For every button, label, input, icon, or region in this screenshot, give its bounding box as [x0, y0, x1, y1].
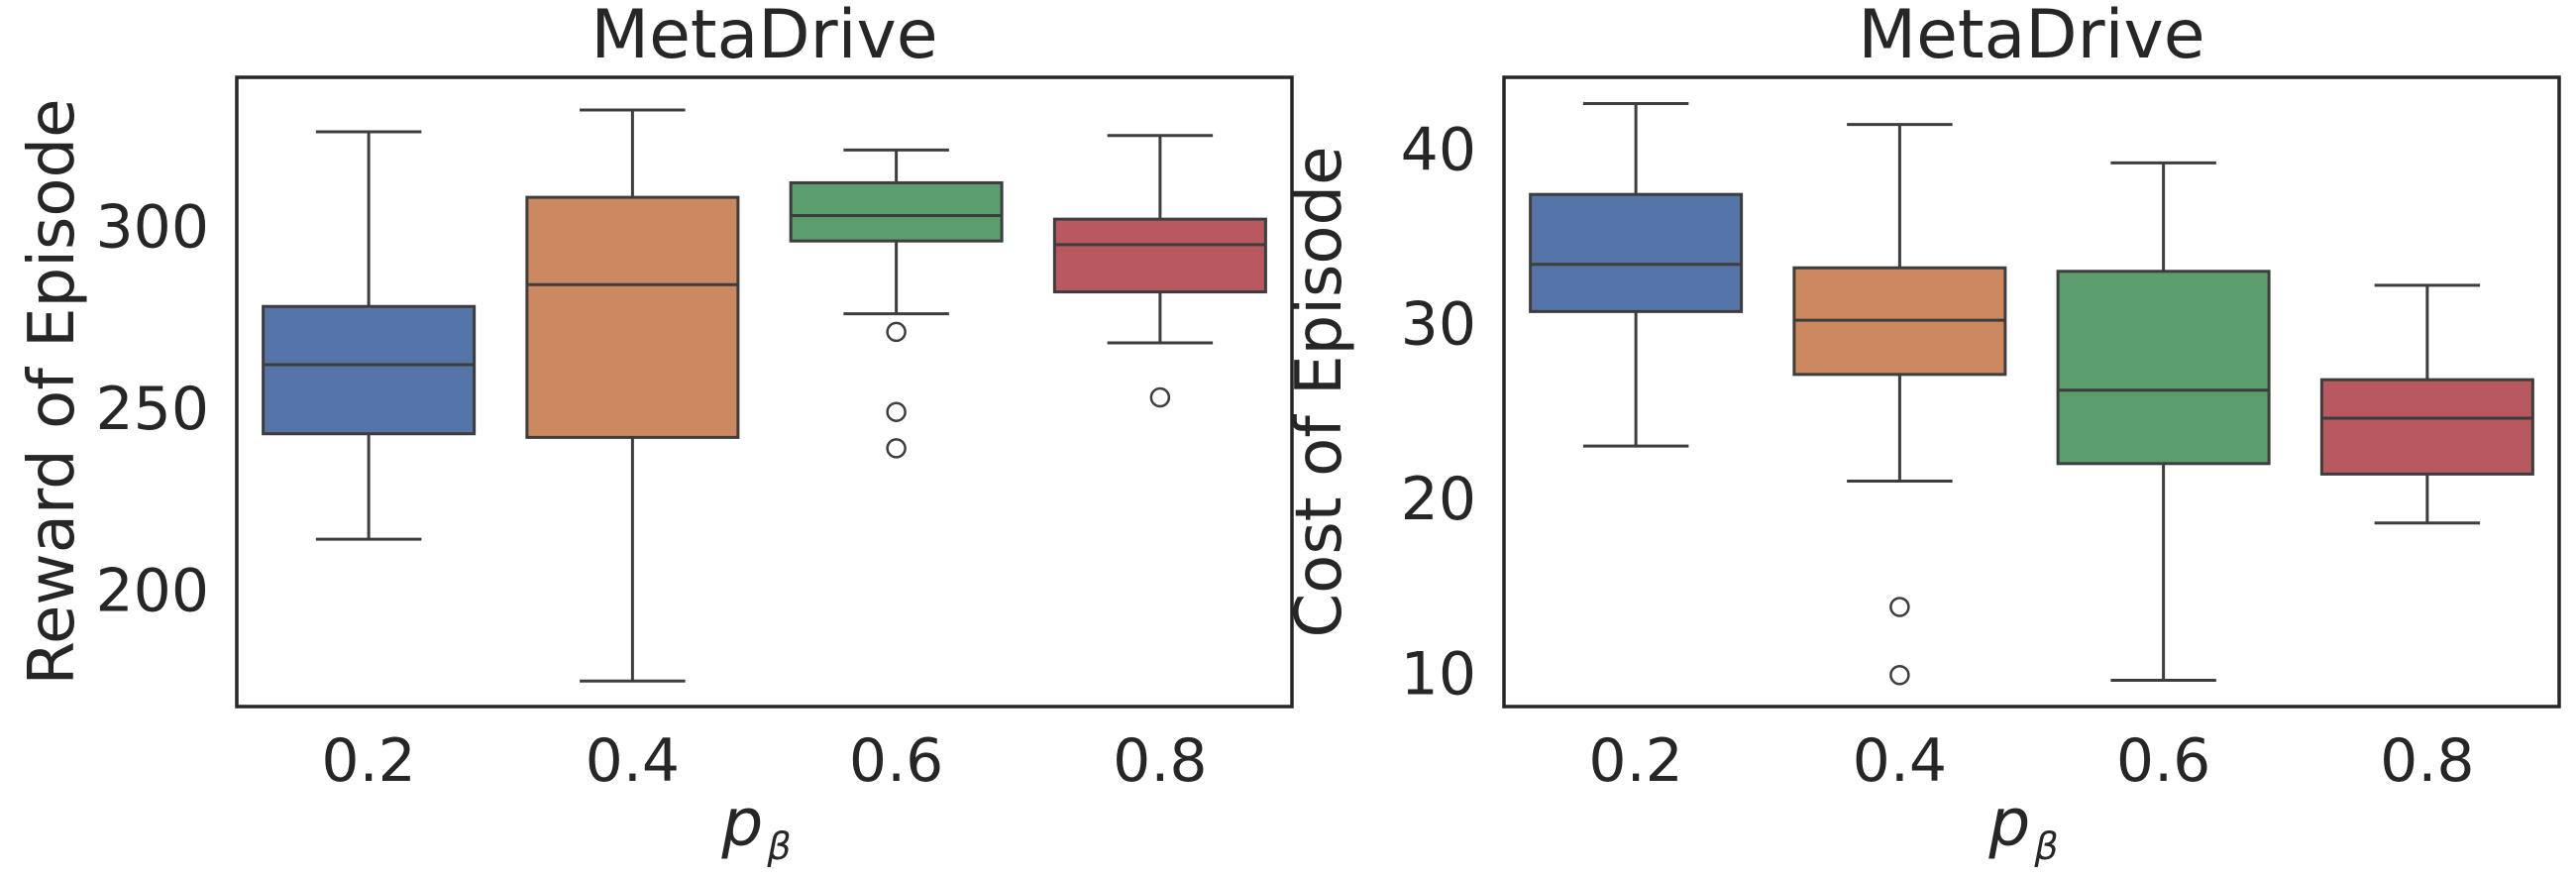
cost-x-tick-label: 0.6 — [2116, 726, 2210, 796]
cost-outlier-point — [1889, 597, 1910, 617]
cost-box-group — [2056, 161, 2271, 683]
reward-x-tick-label: 0.4 — [586, 726, 680, 796]
reward-outlier-point — [886, 321, 907, 343]
cost-chart-title: MetaDrive — [1858, 0, 2204, 74]
reward-box-group — [789, 148, 1004, 459]
cost-y-tick-label: 30 — [1401, 290, 1476, 360]
reward-outlier-point — [886, 438, 907, 459]
reward-box-group — [525, 108, 740, 683]
cost-x-tick-label: 0.8 — [2380, 726, 2474, 796]
reward-x-tick-label: 0.8 — [1113, 726, 1207, 796]
reward-x-axis-label-main: p — [720, 785, 763, 861]
reward-box — [525, 195, 740, 439]
cost-boxplot-panel: MetaDrive Cost of Episode 10 20 30 40 0.2 0.4 0.… — [1283, 0, 2561, 868]
reward-plot-frame — [235, 75, 1294, 709]
reward-y-tick-label: 300 — [95, 192, 209, 262]
reward-box — [262, 304, 477, 436]
reward-y-tick-label: 200 — [95, 557, 209, 626]
cost-plot-frame — [1502, 75, 2561, 709]
reward-box — [1052, 217, 1267, 294]
reward-x-tick-label: 0.2 — [321, 726, 415, 796]
reward-x-tick-label: 0.6 — [849, 726, 943, 796]
cost-box-group — [2319, 283, 2534, 525]
cost-outlier-point — [1889, 665, 1910, 686]
cost-y-tick-label: 40 — [1401, 115, 1476, 184]
cost-y-axis-label: Cost of Episode — [1283, 147, 1356, 638]
reward-boxplot-panel: MetaDrive Reward of Episode 200 250 300 0.2 0.… — [16, 0, 1294, 868]
reward-box-group — [1052, 134, 1267, 408]
cost-box — [2319, 378, 2534, 476]
cost-y-tick-label: 10 — [1401, 639, 1476, 709]
cost-x-tick-label: 0.2 — [1588, 726, 1682, 796]
reward-box-group — [262, 130, 477, 541]
cost-box — [2056, 270, 2271, 466]
cost-y-tick-label: 20 — [1401, 465, 1476, 534]
reward-outlier-point — [1149, 386, 1171, 408]
cost-box — [1529, 192, 1744, 313]
reward-outlier-point — [886, 401, 907, 422]
reward-box — [789, 180, 1004, 243]
cost-x-tick-label: 0.4 — [1853, 726, 1947, 796]
reward-x-axis-label-subscript: β — [766, 824, 791, 868]
reward-y-tick-label: 250 — [95, 375, 209, 444]
reward-y-axis-label: Reward of Episode — [16, 98, 89, 685]
cost-box-group — [1529, 101, 1744, 448]
cost-x-axis-label-main: p — [1987, 785, 2030, 861]
cost-box-group — [1792, 123, 2007, 686]
reward-chart-title: MetaDrive — [590, 0, 937, 74]
cost-x-axis-label-subscript: β — [2033, 824, 2058, 868]
